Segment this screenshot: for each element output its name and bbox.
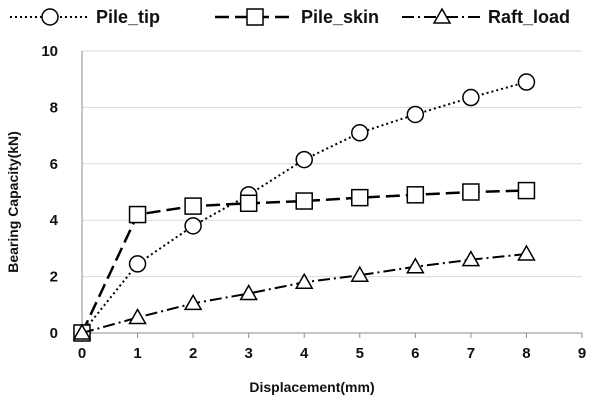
data-point-square — [517, 181, 536, 200]
data-point-triangle — [72, 323, 92, 340]
y-tick-label: 10 — [41, 43, 58, 60]
data-point-square — [239, 194, 258, 213]
legend-item: Pile_skin — [215, 7, 379, 27]
data-point-square — [462, 183, 480, 201]
data-point-circle — [295, 150, 313, 169]
y-tick-label: 4 — [50, 212, 59, 229]
data-point-circle — [184, 217, 202, 235]
data-point-triangle — [406, 257, 425, 274]
y-tick-label: 0 — [50, 325, 58, 342]
data-point-square — [128, 205, 147, 224]
series-line — [80, 189, 527, 334]
data-point-square — [406, 186, 425, 204]
legend-label: Raft_load — [488, 7, 570, 27]
x-tick-label: 4 — [300, 345, 309, 362]
series-line — [81, 253, 527, 334]
series-pile-skin — [73, 181, 536, 342]
series-raft-load — [72, 244, 536, 340]
x-tick-label: 2 — [189, 345, 197, 362]
gridlines — [82, 50, 582, 278]
data-point-circle — [406, 105, 425, 124]
series-layer — [72, 73, 536, 342]
data-point-triangle — [350, 265, 370, 282]
data-point-square — [351, 188, 369, 207]
legend-item: Raft_load — [402, 7, 570, 27]
y-axis-title: Bearing Capacity(kN) — [5, 131, 21, 273]
data-point-triangle — [128, 307, 147, 325]
y-tick-label: 6 — [50, 156, 58, 173]
data-point-square — [295, 192, 313, 210]
x-tick-label: 7 — [467, 345, 475, 362]
data-point-circle — [517, 73, 536, 91]
legend-label: Pile_tip — [96, 7, 160, 27]
data-point-triangle — [183, 293, 203, 311]
legend-label: Pile_skin — [301, 7, 379, 27]
x-tick-label: 8 — [522, 345, 530, 362]
axes — [81, 51, 583, 338]
x-axis-title: Displacement(mm) — [249, 379, 374, 395]
legend-marker-triangle — [432, 7, 452, 24]
tick-labels: 0 2 4 6 8 10 0 1 2 3 4 5 6 7 8 9 — [41, 43, 586, 362]
data-point-triangle — [294, 272, 314, 289]
data-point-triangle — [517, 244, 536, 261]
legend: Pile_tip Pile_skin Raft_load — [10, 7, 570, 27]
x-tick-label: 9 — [578, 345, 586, 362]
x-tick-label: 3 — [244, 345, 252, 362]
legend-item: Pile_tip — [10, 7, 160, 27]
legend-marker-square — [246, 8, 264, 26]
x-tick-label: 1 — [133, 345, 141, 362]
x-tick-label: 6 — [411, 345, 419, 362]
data-point-circle — [128, 255, 147, 273]
data-point-square — [184, 197, 202, 215]
x-tick-label: 5 — [356, 345, 364, 362]
data-point-triangle — [239, 284, 258, 301]
x-tick-label: 0 — [78, 345, 86, 362]
data-point-circle — [462, 88, 480, 107]
data-point-circle — [351, 124, 369, 142]
legend-marker-circle — [41, 8, 59, 26]
data-point-triangle — [461, 250, 481, 267]
y-tick-label: 8 — [50, 99, 58, 116]
y-tick-label: 2 — [50, 269, 58, 286]
